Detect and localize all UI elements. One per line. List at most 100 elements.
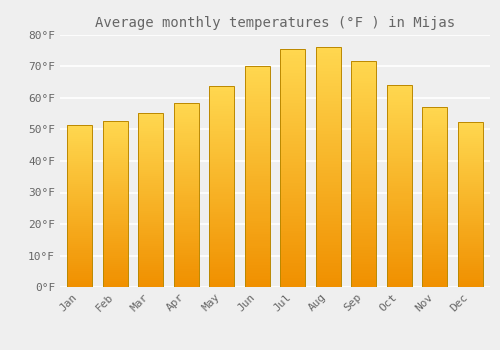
Bar: [138, 226, 163, 228]
Bar: [245, 121, 270, 124]
Bar: [387, 161, 412, 163]
Bar: [67, 261, 92, 262]
Bar: [102, 229, 128, 231]
Bar: [138, 152, 163, 154]
Bar: [174, 145, 199, 147]
Bar: [387, 135, 412, 138]
Bar: [210, 106, 234, 109]
Bar: [316, 188, 340, 191]
Bar: [387, 209, 412, 211]
Bar: [422, 253, 448, 255]
Bar: [280, 100, 305, 103]
Bar: [174, 103, 199, 106]
Bar: [352, 86, 376, 89]
Bar: [422, 229, 448, 231]
Bar: [174, 140, 199, 142]
Bar: [458, 244, 483, 246]
Bar: [245, 127, 270, 130]
Bar: [245, 110, 270, 113]
Bar: [245, 71, 270, 74]
Bar: [210, 257, 234, 259]
Bar: [67, 206, 92, 208]
Bar: [387, 219, 412, 221]
Bar: [210, 252, 234, 254]
Bar: [67, 236, 92, 238]
Bar: [387, 115, 412, 118]
Bar: [210, 144, 234, 147]
Bar: [174, 163, 199, 165]
Bar: [458, 196, 483, 198]
Bar: [210, 169, 234, 171]
Bar: [316, 254, 340, 257]
Bar: [422, 188, 448, 190]
Bar: [174, 142, 199, 145]
Bar: [280, 278, 305, 281]
Bar: [387, 118, 412, 120]
Bar: [210, 242, 234, 244]
Bar: [174, 255, 199, 257]
Bar: [387, 178, 412, 181]
Bar: [458, 246, 483, 248]
Bar: [316, 227, 340, 230]
Bar: [280, 174, 305, 177]
Bar: [387, 143, 412, 146]
Bar: [138, 141, 163, 144]
Bar: [422, 235, 448, 237]
Bar: [102, 252, 128, 254]
Bar: [102, 121, 128, 287]
Bar: [387, 148, 412, 150]
Bar: [422, 260, 448, 262]
Bar: [387, 231, 412, 234]
Bar: [458, 202, 483, 204]
Bar: [67, 248, 92, 251]
Bar: [316, 47, 340, 287]
Bar: [67, 135, 92, 137]
Bar: [245, 146, 270, 149]
Bar: [138, 120, 163, 122]
Bar: [352, 202, 376, 205]
Bar: [280, 58, 305, 61]
Bar: [174, 202, 199, 204]
Bar: [352, 236, 376, 239]
Bar: [280, 82, 305, 85]
Bar: [387, 107, 412, 110]
Bar: [280, 49, 305, 287]
Bar: [67, 267, 92, 269]
Bar: [210, 224, 234, 227]
Bar: [352, 219, 376, 222]
Bar: [245, 113, 270, 116]
Bar: [316, 257, 340, 260]
Bar: [387, 150, 412, 153]
Bar: [387, 269, 412, 272]
Bar: [174, 181, 199, 184]
Bar: [102, 202, 128, 204]
Bar: [67, 151, 92, 153]
Bar: [280, 257, 305, 260]
Bar: [387, 204, 412, 206]
Bar: [174, 269, 199, 271]
Bar: [245, 152, 270, 154]
Bar: [245, 132, 270, 135]
Bar: [458, 148, 483, 150]
Bar: [458, 215, 483, 217]
Bar: [102, 208, 128, 210]
Bar: [174, 175, 199, 177]
Bar: [280, 228, 305, 231]
Bar: [352, 157, 376, 160]
Bar: [210, 111, 234, 114]
Bar: [67, 259, 92, 261]
Bar: [422, 136, 448, 138]
Bar: [138, 209, 163, 211]
Bar: [280, 168, 305, 171]
Bar: [422, 199, 448, 201]
Bar: [387, 211, 412, 214]
Bar: [422, 177, 448, 179]
Bar: [458, 268, 483, 271]
Bar: [174, 250, 199, 253]
Bar: [102, 250, 128, 252]
Bar: [458, 140, 483, 142]
Bar: [352, 106, 376, 109]
Bar: [210, 204, 234, 207]
Bar: [102, 135, 128, 138]
Bar: [210, 167, 234, 169]
